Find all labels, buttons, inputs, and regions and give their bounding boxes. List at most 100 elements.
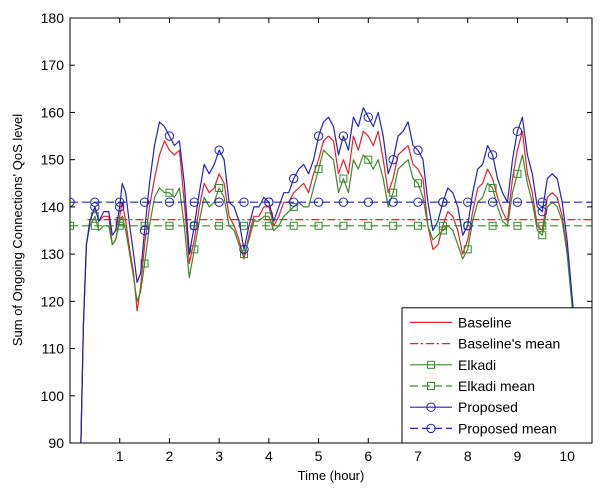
series-marker-3 [240,221,248,230]
series-marker-5 [313,197,324,207]
legend-label-3: Elkadi mean [458,378,535,394]
series-5 [70,197,592,207]
series-marker-4 [139,225,150,236]
series-marker-3 [414,221,422,230]
legend-item-3: Elkadi mean [410,378,535,394]
series-marker-5 [90,197,100,207]
y-tick-label: 90 [48,435,64,451]
series-marker-3 [264,221,273,230]
legend-box [401,307,593,444]
series-marker-4 [313,131,324,141]
series-marker-2 [538,231,547,240]
y-tick-label: 130 [41,246,65,262]
series-marker-5 [537,197,547,207]
series-marker-5 [214,197,224,207]
legend-item-1: Baseline's mean [410,336,560,352]
y-tick-label: 140 [41,199,65,215]
legend-marker-4 [426,402,436,412]
series-marker-4 [239,244,249,255]
series-marker-2 [414,179,422,188]
series-marker-4 [487,150,498,160]
series-marker-3 [165,221,174,230]
series-marker-5 [189,197,199,207]
series-marker-3 [90,221,99,230]
legend-item-4: Proposed [410,399,518,415]
x-axis-label: Time (hour) [298,468,365,483]
series-marker-5 [512,197,523,207]
x-tick-label: 8 [464,448,472,464]
axis-layer: 90 100 110 120 130 140 150 160 170 180 1 2 3 4 5 6 7 8 9 10 [41,10,592,464]
series-marker-3 [70,221,74,230]
legend-marker-2 [427,360,435,369]
legend-item-2: Elkadi [410,357,496,373]
series-marker-2 [215,184,224,192]
series-marker-2 [513,169,522,178]
series-marker-4 [413,145,423,155]
series-marker-5 [438,197,448,207]
legend-label-0: Baseline [458,314,512,330]
series-marker-3 [339,221,348,230]
series-marker-5 [463,197,473,207]
series-marker-4 [289,173,299,184]
legend-item-5: Proposed mean [410,420,557,436]
y-tick-label: 180 [41,10,65,26]
series-marker-3 [364,221,373,230]
series-marker-5 [289,197,299,207]
series-marker-5 [264,197,274,207]
series-marker-2 [488,184,497,192]
series-marker-2 [339,174,348,183]
series-marker-4 [463,221,473,231]
series-marker-4 [537,206,547,217]
y-tick-label: 170 [41,57,65,73]
series-marker-5 [139,197,150,207]
series-marker-5 [164,197,175,207]
legend-marker-5 [426,423,436,434]
series-marker-2 [115,217,124,226]
series-marker-2 [314,165,323,174]
series-marker-2 [364,155,373,164]
series-marker-3 [389,221,398,230]
y-tick-label: 100 [41,388,65,404]
series-marker-2 [240,250,248,259]
series-marker-3 [438,221,447,230]
series-marker-5 [115,197,125,207]
x-tick-label: 10 [559,448,575,464]
y-axis-label: Sum of Ongoing Connections' QoS level [10,114,25,346]
series-marker-3 [488,221,497,230]
x-tick-label: 9 [514,448,522,464]
series-marker-4 [388,154,398,165]
legend: Baseline Baseline's mean Elkadi Elkadi mean… [401,307,593,444]
series-marker-3 [314,221,323,230]
x-tick-label: 2 [166,448,174,464]
series-marker-5 [413,197,423,207]
series-marker-2 [190,245,199,254]
legend-label-5: Proposed mean [458,420,557,436]
legend-marker-3 [427,382,435,390]
series-marker-2 [389,188,398,197]
x-tick-label: 4 [265,448,273,464]
series-marker-4 [512,126,523,137]
series-marker-3 [289,221,298,230]
series-marker-2 [463,245,472,254]
x-tick-label: 3 [215,448,223,464]
series-marker-4 [338,131,349,141]
series-marker-4 [363,112,373,122]
series-marker-4 [189,221,199,231]
series-marker-5 [388,197,398,207]
series-marker-2 [289,202,298,211]
y-tick-label: 150 [41,152,65,168]
series-marker-4 [164,131,175,141]
legend-label-4: Proposed [458,399,518,415]
series-2 [80,149,587,443]
series-marker-3 [538,221,547,230]
series-marker-2 [438,226,447,235]
series-marker-4 [214,145,224,155]
y-tick-label: 110 [42,341,65,357]
series-marker-5 [363,197,373,207]
series-marker-3 [513,221,522,230]
series-marker-5 [338,197,349,207]
series-layer [70,107,592,443]
legend-label-2: Elkadi [458,357,496,373]
plot-frame [69,17,593,444]
x-tick-label: 7 [414,448,422,464]
